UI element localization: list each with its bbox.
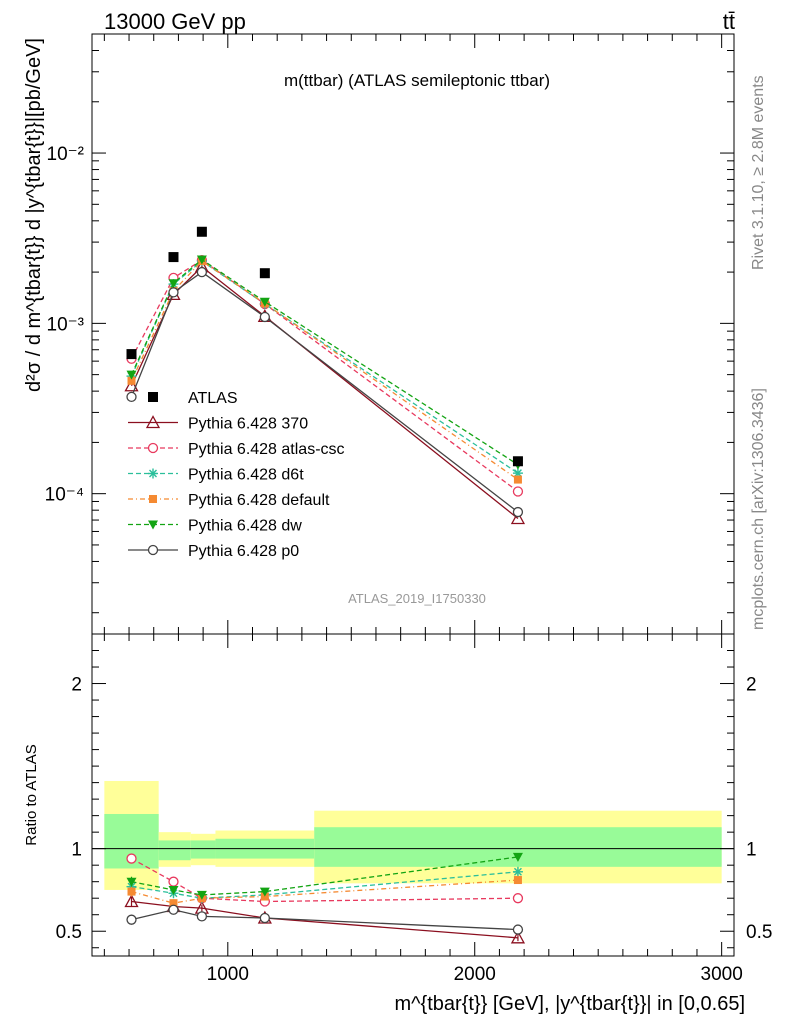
legend-label: Pythia 6.428 p0 — [188, 543, 299, 560]
ratio-series-point — [168, 904, 179, 915]
chart-title: m(ttbar) (ATLAS semileptonic ttbar) — [284, 71, 550, 90]
legend-label: Pythia 6.428 d6t — [188, 467, 304, 484]
ratio-y-tick-label-left: 1 — [71, 840, 82, 861]
mcplots-label: mcplots.cern.ch [arXiv:1306.3436] — [750, 388, 767, 630]
ratio-series-point — [510, 930, 526, 944]
legend: ATLAS Pythia 6.428 370 Pythia 6.428 atlas-… — [128, 390, 345, 560]
main-series-point — [196, 255, 207, 265]
main-series-point — [512, 506, 524, 518]
ratio-series-line — [131, 900, 518, 939]
ratio-y-tick-label-left: 2 — [71, 675, 82, 696]
ratio-plot-frame — [91, 633, 735, 957]
ratio-y-tick-label-right: 1 — [746, 840, 757, 861]
ratio-series-line — [131, 909, 518, 931]
main-series-point — [168, 279, 179, 289]
green-band — [190, 840, 216, 859]
legend-label: Pythia 6.428 370 — [188, 416, 308, 433]
main-series-point — [259, 297, 270, 307]
legend-marker — [148, 468, 158, 479]
star-stroke — [149, 469, 157, 478]
ratio-series-point — [513, 876, 522, 885]
main-plot-panel: m(ttbar) (ATLAS semileptonic ttbar) ATLA… — [23, 33, 735, 635]
main-series-point — [510, 511, 526, 525]
ratio-series-point — [512, 893, 524, 904]
main-y-tick-label: 10⁻⁴ — [45, 485, 84, 506]
x-tick-label: 1000 — [207, 964, 249, 985]
ratio-y-axis-label: Ratio to ATLAS — [23, 744, 40, 845]
ratio-series-point — [126, 853, 137, 864]
legend-marker — [148, 520, 158, 530]
legend-marker — [147, 544, 159, 556]
ratio-series-line — [131, 871, 519, 899]
main-series-group — [124, 255, 526, 525]
legend-label: Pythia 6.428 dw — [188, 518, 302, 535]
star-stroke — [513, 469, 522, 478]
ratio-series-point — [512, 924, 524, 935]
ratio-series-point — [127, 887, 136, 896]
ratio-series-point — [196, 890, 207, 900]
ratio-series-group — [124, 852, 526, 944]
header-left-label: 13000 GeV pp — [104, 9, 246, 34]
main-series-point — [513, 475, 522, 484]
main-y-tick-labels: 10⁻² 10⁻³ 10⁻⁴ — [45, 144, 84, 506]
legend-marker — [149, 495, 157, 503]
ratio-series-point — [259, 912, 270, 924]
main-series-point — [196, 266, 208, 278]
legend-label-atlas: ATLAS — [188, 390, 238, 407]
main-series-point — [127, 376, 136, 385]
star-stroke — [513, 867, 522, 876]
analysis-watermark: ATLAS_2019_I1750330 — [348, 591, 486, 606]
legend-marker-atlas — [148, 392, 158, 402]
ratio-series-point — [126, 877, 137, 887]
ratio-series-point — [168, 876, 179, 887]
main-series-point — [126, 391, 137, 403]
header-right-label: tt̄ — [723, 9, 735, 34]
atlas-data-point — [126, 349, 137, 360]
main-series-point — [126, 370, 137, 380]
ratio-y-tick-label-left: 0.5 — [56, 922, 82, 943]
atlas-data-point — [168, 252, 179, 263]
legend-label: Pythia 6.428 default — [188, 492, 330, 509]
ratio-series-point — [196, 911, 208, 922]
ratio-y-tick-label-right: 0.5 — [746, 922, 772, 943]
main-y-tick-label: 10⁻² — [47, 144, 85, 165]
atlas-data-point — [259, 268, 270, 279]
ratio-series-point — [124, 894, 139, 908]
ratio-series-point — [512, 852, 523, 862]
ratio-y-tick-label-right: 2 — [746, 675, 757, 696]
atlas-data-point — [512, 456, 523, 467]
uncertainty-bands — [104, 780, 722, 890]
ratio-series-point — [169, 899, 178, 908]
main-series-point — [512, 468, 523, 479]
x-tick-label: 2000 — [454, 964, 496, 985]
legend-marker — [145, 415, 161, 429]
legend-marker — [147, 442, 159, 454]
ratio-series-point — [512, 866, 523, 877]
ratio-series-point — [126, 914, 137, 925]
ratio-series-point — [259, 887, 270, 897]
ratio-series-line — [131, 856, 519, 896]
ratio-series-point — [168, 885, 179, 895]
ratio-axis-ticks: 0.5 0.5 1 1 2 2 1000 2000 3000 — [56, 634, 772, 985]
legend-label: Pythia 6.428 atlas-csc — [188, 441, 345, 458]
main-y-axis-label: d²σ / d m^{tbar{t}} d |y^{tbar{t}}|[pb/G… — [23, 38, 45, 392]
main-series-point — [168, 287, 179, 298]
atlas-data-point — [196, 226, 207, 237]
rivet-label: Rivet 3.1.10, ≥ 2.8M events — [750, 75, 767, 270]
ratio-plot-panel: 0.5 0.5 1 1 2 2 1000 2000 3000 Ratio to ATLAS m^… — [23, 633, 772, 1015]
main-series-line — [130, 265, 519, 519]
main-series-point — [512, 486, 524, 497]
atlas-data-group — [126, 226, 523, 467]
main-y-tick-label: 10⁻³ — [47, 314, 85, 335]
main-series-point — [124, 378, 139, 392]
x-axis-label: m^{tbar{t}} [GeV], |y^{tbar{t}}| in [0,0… — [395, 993, 746, 1015]
green-band — [158, 840, 191, 861]
x-tick-label: 3000 — [701, 964, 743, 985]
main-series-point — [259, 311, 270, 323]
